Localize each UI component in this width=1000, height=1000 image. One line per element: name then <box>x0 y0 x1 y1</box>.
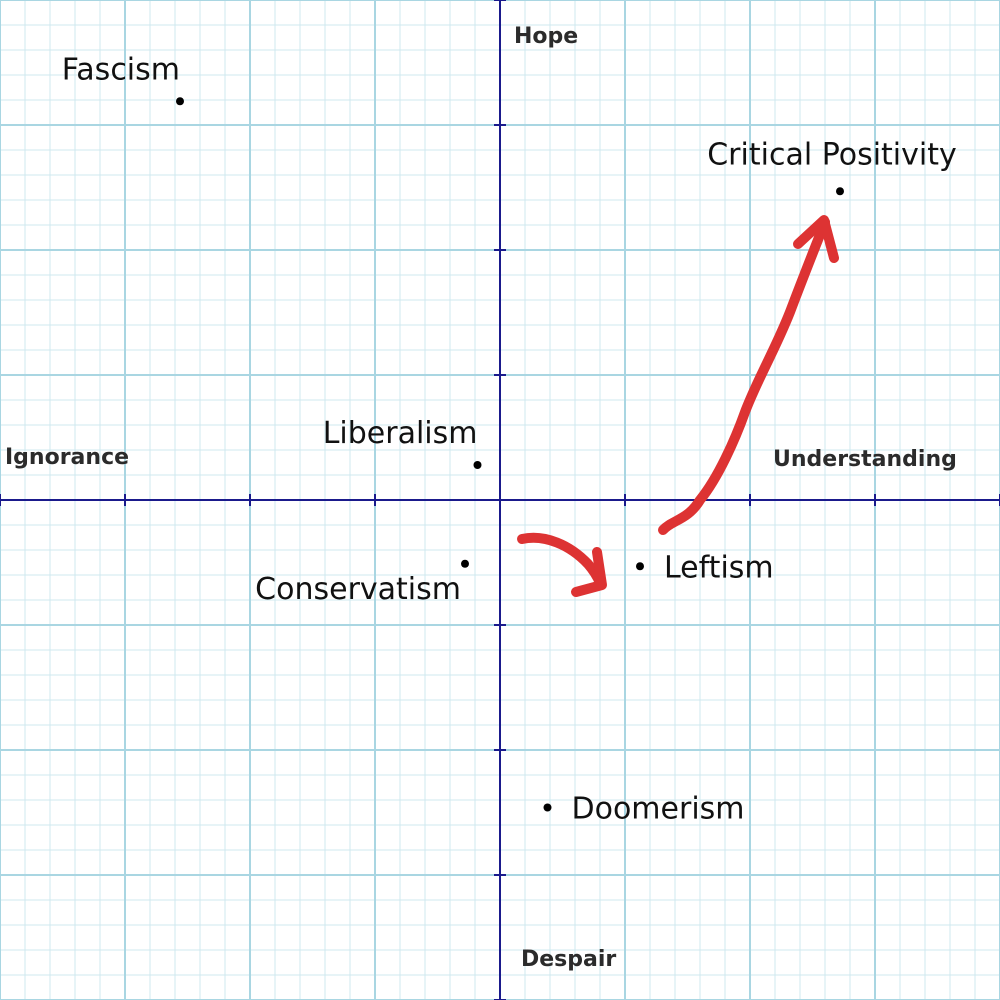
point-label-critical-positivity: Critical Positivity <box>707 137 957 172</box>
point-doomerism <box>543 803 552 812</box>
point-liberalism <box>473 461 482 469</box>
point-label-leftism: Leftism <box>664 550 774 585</box>
arrow-conservatism-to-leftism-shaft <box>517 532 605 588</box>
x-axis-left-label: Ignorance <box>5 445 129 470</box>
arrows <box>517 215 839 597</box>
y-axis-bottom-label: Despair <box>521 947 616 972</box>
point-leftism <box>636 562 644 571</box>
point-critical-positivity <box>836 187 844 196</box>
arrow-conservatism-to-leftism-head <box>571 547 607 597</box>
point-fascism <box>176 97 184 106</box>
arrow-leftism-to-critical-positivity-shaft <box>658 217 830 535</box>
x-axis-right-label: Understanding <box>773 447 957 472</box>
y-axis-top-label: Hope <box>514 24 578 49</box>
points: Fascism Critical Positivity Liberalism Cons… <box>62 52 957 826</box>
point-label-doomerism: Doomerism <box>572 792 745 827</box>
point-conservatism <box>461 559 469 568</box>
point-label-conservatism: Conservatism <box>255 572 461 607</box>
arrow-leftism-to-critical-positivity-head <box>793 215 839 263</box>
point-label-fascism: Fascism <box>62 52 180 87</box>
point-label-liberalism: Liberalism <box>323 416 478 451</box>
